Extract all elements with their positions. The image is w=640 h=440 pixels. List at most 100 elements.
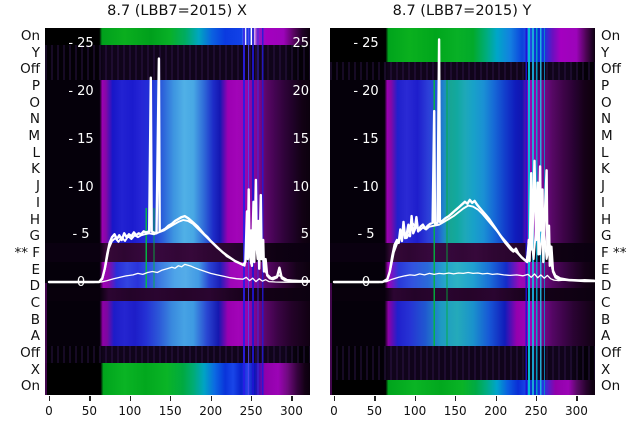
row-label-off-right-19: Off: [601, 344, 621, 361]
row-label-i-right-10: I: [601, 194, 605, 211]
x-tick-mark-1-0: [334, 396, 336, 401]
row-label-p-right-3: P: [601, 78, 610, 95]
row-label-n-right-5: N: [601, 111, 612, 128]
y-tick-left-20: - 20: [353, 84, 379, 99]
y-tick-left-0: 0: [76, 275, 86, 290]
y-tick-right-20: 20: [292, 84, 309, 99]
row-label-off-left-19: Off: [20, 344, 40, 361]
overlay-curves-y: [332, 38, 595, 284]
x-tick-label-0-200: 200: [199, 404, 223, 418]
green-stripe-overlay: [330, 80, 595, 346]
y-tick-right-0: 0: [300, 275, 309, 290]
y-tick-right-25: 25: [292, 36, 309, 52]
row-label-g-right-12: G: [601, 228, 612, 245]
row-label-p-left-3: P: [31, 78, 40, 95]
x-tick-label-1-200: 200: [484, 404, 508, 418]
row-label-d-left-15: D: [29, 278, 40, 295]
y-tick-left-0: 0: [361, 275, 371, 290]
row-label-off-left-2: Off: [20, 61, 40, 78]
panel-title-x: 8.7 (LBB7=2015) X: [107, 3, 247, 19]
x-tick-label-0-100: 100: [118, 404, 142, 418]
curve-main-envelope: [332, 38, 595, 284]
row-label-a-left-18: A: [30, 328, 40, 345]
y-tick-right-15: 15: [292, 131, 309, 147]
y-tick-right-5: 5: [300, 227, 309, 243]
x-tick-label-0-50: 50: [81, 404, 98, 418]
row-label-x-right-20: X: [601, 361, 611, 378]
row-label-on-right-0: On: [601, 28, 621, 44]
spectrogram-panel-x: - 25 25 - 20 20 - 15 15 - 10 10 - 5 5 0 0: [45, 28, 310, 395]
x-tick-label-1-300: 300: [565, 404, 588, 418]
row-label-on-right-21: On: [601, 378, 621, 395]
row-label-c-left-16: C: [30, 294, 40, 311]
x-tick-mark-0-100: [129, 396, 132, 401]
x-tick-label-1-150: 150: [443, 404, 467, 418]
row-label-j-right-9: J: [601, 178, 605, 195]
curve-secondary-envelope: [98, 219, 310, 283]
row-label-h-left-11: H: [29, 211, 40, 228]
x-tick-mark-1-300: [576, 396, 578, 401]
x-tick-label-1-100: 100: [403, 404, 427, 418]
row-label-b-left-17: B: [30, 311, 40, 328]
x-tick-mark-1-250: [536, 396, 538, 401]
curve-baseline-trace: [333, 271, 595, 284]
row-label-y-left-1: Y: [31, 44, 40, 61]
row-label-o-right-4: O: [601, 94, 612, 111]
spectrogram-panel-y: - 25 - 20 - 15 - 10 - 5 0: [330, 28, 595, 395]
x-tick-mark-1-150: [455, 396, 457, 401]
x-tick-mark-0-250: [251, 396, 253, 401]
row-labels-right: On Y Off P O N M L K J I H G F ** E D C B A Off X On: [601, 28, 640, 395]
row-label-j-left-9: J: [36, 178, 40, 195]
x-tick-mark-0-0: [49, 396, 51, 401]
row-label-e-left-14: E: [31, 261, 40, 278]
row-label-m-left-6: M: [28, 128, 40, 145]
row-labels-left: On Y Off P O N M L K J I H G ** F E D C B A Off X On: [0, 28, 40, 395]
x-tick-mark-1-50: [374, 396, 376, 401]
row-label-a-right-18: A: [601, 328, 611, 345]
x-tick-label-0-250: 250: [239, 404, 263, 418]
row-label-on-left-21: On: [20, 378, 40, 395]
x-tick-mark-1-200: [495, 396, 497, 401]
row-label-f-right-13: F **: [601, 244, 627, 261]
row-label-g-left-12: G: [29, 228, 40, 245]
row-label-x-left-20: X: [30, 361, 40, 378]
y-tick-left-15: - 15: [353, 131, 379, 147]
x-tick-mark-0-150: [170, 396, 172, 401]
y-tick-left-5: - 5: [72, 227, 90, 243]
y-tick-left-20: - 20: [68, 84, 94, 99]
y-tick-left-10: - 10: [353, 179, 379, 195]
curve-secondary-envelope: [381, 204, 595, 283]
row-label-i-left-10: I: [36, 194, 40, 211]
row-label-f-left-13: ** F: [14, 244, 40, 261]
overlay-curves-x: [47, 57, 310, 284]
y-tick-left-5: - 5: [357, 227, 375, 243]
x-tick-label-1-50: 50: [366, 404, 383, 418]
curve-baseline-trace: [48, 263, 310, 284]
row-label-e-right-14: E: [601, 261, 610, 278]
x-tick-mark-0-200: [210, 396, 212, 401]
x-tick-label-1-250: 250: [524, 404, 548, 418]
left-edge-stripe: [45, 283, 47, 395]
y-tick-left-15: - 15: [68, 131, 94, 147]
row-label-l-left-7: L: [32, 144, 40, 161]
x-tick-label-0-150: 150: [158, 404, 182, 418]
row-label-l-right-7: L: [601, 144, 609, 161]
y-tick-right-10: 10: [292, 179, 309, 195]
row-label-o-left-4: O: [29, 94, 40, 111]
x-tick-label-1-0: 0: [330, 404, 338, 418]
y-tick-left-10: - 10: [68, 179, 94, 195]
row-label-on-left-0: On: [20, 28, 40, 44]
x-tick-mark-0-300: [291, 396, 293, 401]
row-label-k-left-8: K: [31, 161, 40, 178]
row-label-k-right-8: K: [601, 161, 610, 178]
row-label-d-right-15: D: [601, 278, 612, 295]
y-tick-left-25: - 25: [68, 36, 94, 52]
row-label-off-right-2: Off: [601, 61, 621, 78]
row-label-c-right-16: C: [601, 294, 611, 311]
x-tick-mark-0-50: [89, 396, 91, 401]
x-tick-label-0-300: 300: [280, 404, 303, 418]
y-tick-left-25: - 25: [353, 36, 379, 52]
x-tick-label-0-0: 0: [45, 404, 53, 418]
row-label-m-right-6: M: [601, 128, 613, 145]
